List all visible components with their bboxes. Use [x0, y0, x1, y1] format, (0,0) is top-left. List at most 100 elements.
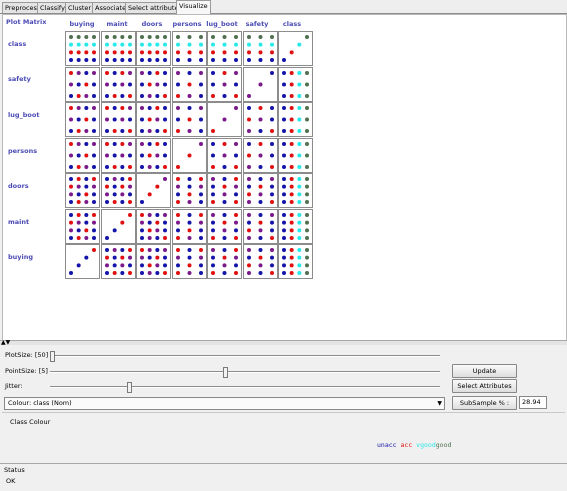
scatter-point	[76, 58, 81, 62]
legend-entry-acc[interactable]: acc	[400, 441, 413, 449]
scatter-cell-persons-buying[interactable]	[65, 137, 100, 173]
scatter-cell-buying-safety[interactable]	[242, 244, 278, 279]
scatter-point	[69, 184, 73, 189]
scatter-point	[155, 50, 160, 55]
scatter-cell-lug-boot-persons[interactable]	[171, 102, 207, 137]
scatter-cell-safety-lug-boot[interactable]	[207, 66, 242, 102]
scatter-cell-buying-maint[interactable]	[100, 244, 136, 279]
scatter-cell-buying-persons[interactable]	[171, 244, 207, 279]
scatter-point	[222, 235, 227, 240]
scatter-point	[163, 227, 167, 232]
scatter-cell-class-class[interactable]	[278, 31, 313, 66]
scatter-point	[269, 212, 274, 217]
select-attributes-button[interactable]: Select Attributes	[452, 379, 517, 393]
scatter-cell-class-doors[interactable]	[136, 31, 171, 66]
plot-size-slider[interactable]	[50, 351, 440, 362]
scatter-point	[140, 70, 144, 75]
scatter-point	[76, 42, 81, 47]
legend-entry-vgood[interactable]: vgood	[416, 441, 436, 449]
scatter-cell-class-buying[interactable]	[65, 31, 100, 66]
plot-matrix-panel[interactable]: Plot Matrix buying maint doors persons l…	[2, 14, 567, 342]
scatter-point	[222, 212, 227, 217]
scatter-point	[175, 106, 180, 110]
tab-classify[interactable]: Classify	[37, 2, 68, 13]
scatter-cell-class-maint[interactable]	[100, 31, 136, 66]
plot-size-slider-thumb[interactable]	[50, 351, 55, 362]
scatter-cell-class-lug-boot[interactable]	[207, 31, 242, 66]
subsample-input[interactable]: 28.94	[519, 396, 547, 409]
scatter-cell-maint-persons[interactable]	[171, 208, 207, 244]
status-text: OK	[6, 477, 16, 485]
scatter-point	[163, 70, 167, 75]
scatter-cell-lug-boot-class[interactable]	[278, 102, 313, 137]
scatter-point	[297, 184, 302, 189]
scatter-cell-safety-doors[interactable]	[136, 66, 171, 102]
scatter-cell-safety-safety[interactable]	[242, 66, 278, 102]
point-size-slider-thumb[interactable]	[223, 367, 229, 378]
scatter-cell-persons-persons[interactable]	[171, 137, 207, 173]
scatter-point	[155, 235, 160, 240]
scatter-point	[84, 141, 89, 146]
scatter-point	[140, 263, 144, 268]
scatter-cell-persons-maint[interactable]	[100, 137, 136, 173]
tab-visualize[interactable]: Visualize	[176, 0, 211, 14]
scatter-cell-lug-boot-doors[interactable]	[136, 102, 171, 137]
scatter-cell-buying-doors[interactable]	[136, 244, 171, 279]
scatter-point	[269, 192, 274, 197]
scatter-cell-persons-class[interactable]	[278, 137, 313, 173]
scatter-cell-safety-buying[interactable]	[65, 66, 100, 102]
scatter-cell-buying-lug-boot[interactable]	[207, 244, 242, 279]
scatter-cell-safety-class[interactable]	[278, 66, 313, 102]
jitter-slider[interactable]	[50, 382, 440, 393]
scatter-cell-buying-class[interactable]	[278, 244, 313, 279]
split-pane-divider[interactable]	[0, 340, 567, 345]
scatter-cell-maint-doors[interactable]	[136, 208, 171, 244]
scatter-cell-class-persons[interactable]	[171, 31, 207, 66]
colour-select[interactable]: Colour: class (Nom) ▼	[4, 397, 445, 410]
scatter-cell-persons-safety[interactable]	[242, 137, 278, 173]
scatter-cell-maint-safety[interactable]	[242, 208, 278, 244]
update-button[interactable]: Update	[452, 364, 517, 378]
scatter-point	[104, 164, 109, 169]
legend-entry-unacc[interactable]: unacc	[377, 441, 397, 449]
scatter-cell-lug-boot-buying[interactable]	[65, 102, 100, 137]
scatter-cell-safety-maint[interactable]	[100, 66, 136, 102]
scatter-cell-maint-buying[interactable]	[65, 208, 100, 244]
scatter-cell-lug-boot-lug-boot[interactable]	[207, 102, 242, 137]
jitter-slider-thumb[interactable]	[127, 382, 132, 393]
scatter-point	[147, 164, 152, 169]
scatter-cell-maint-class[interactable]	[278, 208, 313, 244]
scatter-point	[163, 50, 167, 55]
scatter-point	[289, 220, 294, 225]
scatter-cell-persons-lug-boot[interactable]	[207, 137, 242, 173]
scatter-cell-persons-doors[interactable]	[136, 137, 171, 173]
chevron-down-icon[interactable]: ▼	[437, 400, 442, 407]
tab-associate[interactable]: Associate	[92, 2, 130, 13]
scatter-cell-doors-class[interactable]	[278, 173, 313, 208]
scatter-cell-doors-persons[interactable]	[171, 173, 207, 208]
scatter-cell-lug-boot-safety[interactable]	[242, 102, 278, 137]
tab-cluster[interactable]: Cluster	[65, 2, 95, 13]
scatter-cell-doors-doors[interactable]	[136, 173, 171, 208]
scatter-cell-doors-buying[interactable]	[65, 173, 100, 208]
scatter-cell-buying-buying[interactable]	[65, 244, 100, 279]
scatter-cell-maint-maint[interactable]	[100, 208, 136, 244]
scatter-cell-lug-boot-maint[interactable]	[100, 102, 136, 137]
scatter-cell-doors-safety[interactable]	[242, 173, 278, 208]
scatter-point	[155, 70, 160, 75]
scatter-point	[282, 248, 286, 252]
scatter-point	[289, 50, 294, 55]
scatter-point	[140, 164, 144, 169]
point-size-slider[interactable]	[50, 367, 440, 378]
legend-entry-good[interactable]: good	[435, 441, 452, 449]
scatter-point	[112, 227, 117, 232]
scatter-cell-maint-lug-boot[interactable]	[207, 208, 242, 244]
scatter-cell-doors-maint[interactable]	[100, 173, 136, 208]
scatter-point	[269, 58, 274, 62]
scatter-cell-safety-persons[interactable]	[171, 66, 207, 102]
subsample-button[interactable]: SubSample % :	[452, 396, 517, 410]
divider-arrows-icon[interactable]: ▲▼	[1, 339, 11, 346]
scatter-point	[187, 227, 191, 232]
scatter-cell-class-safety[interactable]	[242, 31, 278, 66]
scatter-cell-doors-lug-boot[interactable]	[207, 173, 242, 208]
